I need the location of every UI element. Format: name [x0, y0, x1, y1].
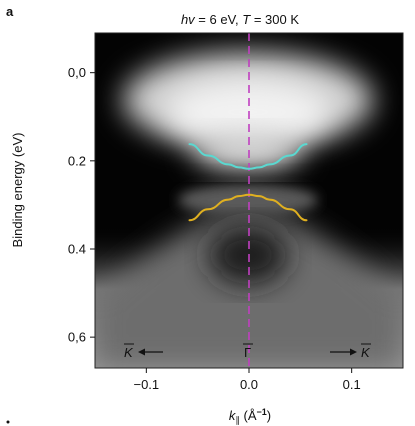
x-axis-label: k∥ (Å−1)	[229, 407, 271, 425]
upper-band	[188, 143, 308, 170]
title-t-rest: = 300 K	[250, 12, 299, 27]
y-axis-label: Binding energy (eV)	[10, 133, 25, 248]
k-bar-left-label: K	[124, 345, 134, 360]
panel-label: a	[6, 4, 14, 19]
bands-layer	[188, 143, 308, 222]
y-axis: 0,0 0.2 0.4 0,6	[68, 65, 95, 345]
title-hv: hv	[181, 12, 196, 27]
title-hv-rest: = 6 eV,	[195, 12, 243, 27]
x-tick-label-2: 0.1	[343, 377, 361, 392]
gamma-bar: Γ	[243, 343, 253, 360]
xlabel-close: )	[267, 408, 271, 423]
k-bar-right-arrowhead	[350, 348, 357, 356]
k-bar-left: K	[124, 343, 163, 360]
plot-area	[95, 33, 403, 368]
y-tick-label-1: 0.2	[68, 153, 86, 168]
gamma-bar-label: Γ	[244, 345, 251, 360]
xlabel-k: k	[229, 408, 237, 423]
xlabel-sup: −1	[257, 407, 267, 417]
y-tick-label-0: 0,0	[68, 65, 86, 80]
title-t: T	[242, 12, 251, 27]
xlabel-sub: ∥	[235, 415, 240, 425]
corner-dot	[6, 420, 10, 424]
lower-band	[188, 193, 308, 222]
heatmap-intensity	[95, 52, 403, 368]
x-tick-label-1: 0.0	[240, 377, 258, 392]
xlabel-unit: (Å	[240, 408, 257, 423]
k-bar-right: K	[330, 343, 371, 360]
y-tick-label-2: 0.4	[68, 241, 86, 256]
x-tick-label-0: −0.1	[133, 377, 159, 392]
k-bar-right-label: K	[361, 345, 371, 360]
k-bar-left-arrowhead	[138, 348, 145, 356]
chart-title: hv = 6 eV, T = 300 K	[181, 12, 299, 27]
y-tick-label-3: 0,6	[68, 330, 86, 345]
x-axis: −0.1 0.0 0.1	[133, 368, 361, 392]
